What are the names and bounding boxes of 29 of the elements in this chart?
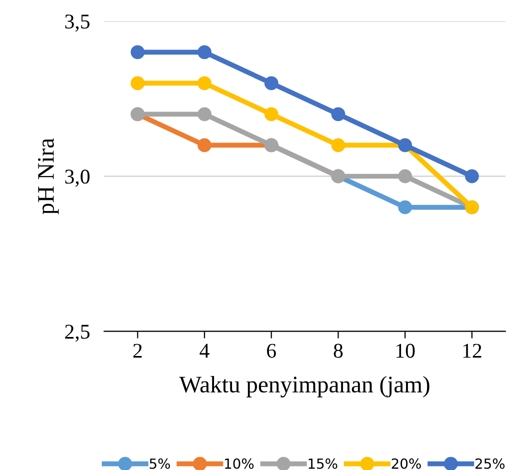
point bbox=[130, 76, 145, 90]
x-tick-label: 6 bbox=[267, 344, 276, 358]
legend-label: 5% bbox=[150, 458, 170, 469]
point bbox=[264, 76, 278, 90]
y-tick-label: 3,0 bbox=[65, 170, 90, 187]
x-tick-label: 2 bbox=[133, 344, 142, 358]
x-tick-label: 10 bbox=[396, 344, 415, 358]
legend-label: 15% bbox=[308, 458, 338, 469]
point bbox=[331, 138, 346, 152]
point bbox=[331, 107, 346, 122]
point bbox=[130, 45, 145, 60]
point bbox=[198, 138, 212, 152]
point bbox=[398, 200, 412, 214]
y-tick-label: 3,5 bbox=[65, 14, 90, 32]
point bbox=[198, 76, 212, 90]
x-axis-title: Waktu penyimpanan (jam) bbox=[179, 376, 430, 398]
point bbox=[464, 169, 479, 184]
x-tick-label: 12 bbox=[463, 344, 482, 358]
x-tick-label: 8 bbox=[334, 344, 343, 358]
point bbox=[198, 45, 212, 60]
point bbox=[264, 107, 278, 122]
y-tick-label: 2,5 bbox=[65, 324, 90, 342]
legend-label: 20% bbox=[392, 458, 421, 469]
legend-label: 25% bbox=[475, 458, 505, 469]
point bbox=[198, 107, 212, 122]
point bbox=[398, 169, 412, 184]
legend-label: 10% bbox=[225, 458, 254, 469]
y-axis-title: pH Nira bbox=[38, 138, 59, 214]
x-tick-label: 4 bbox=[200, 344, 210, 358]
